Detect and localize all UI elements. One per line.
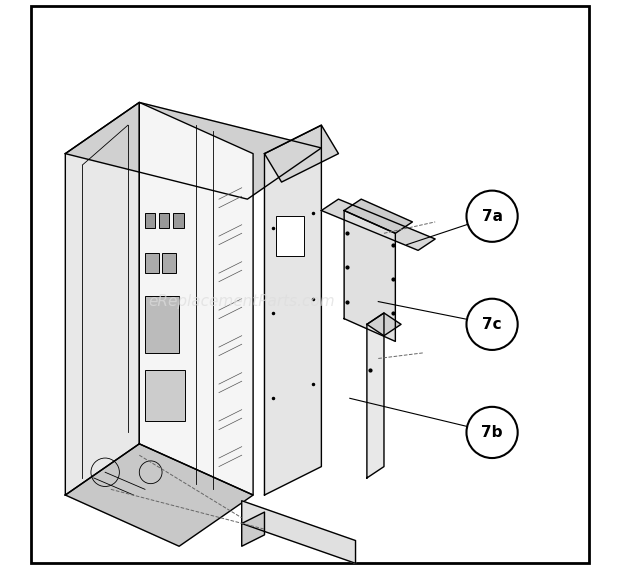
Polygon shape bbox=[265, 125, 339, 182]
Polygon shape bbox=[367, 313, 401, 336]
Polygon shape bbox=[65, 444, 253, 546]
Polygon shape bbox=[344, 199, 412, 233]
Text: 7a: 7a bbox=[482, 209, 503, 224]
Polygon shape bbox=[242, 501, 355, 563]
Polygon shape bbox=[367, 313, 384, 478]
Circle shape bbox=[466, 299, 518, 350]
Bar bbox=[145, 370, 185, 421]
Circle shape bbox=[466, 191, 518, 242]
Bar bbox=[159, 213, 169, 228]
Circle shape bbox=[466, 407, 518, 458]
Polygon shape bbox=[65, 102, 321, 199]
Polygon shape bbox=[65, 102, 140, 495]
Bar bbox=[276, 216, 304, 256]
Text: 7c: 7c bbox=[482, 317, 502, 332]
Polygon shape bbox=[321, 199, 435, 250]
Bar bbox=[145, 296, 179, 353]
Text: 7b: 7b bbox=[481, 425, 503, 440]
Bar bbox=[162, 253, 176, 273]
Polygon shape bbox=[242, 512, 265, 546]
Polygon shape bbox=[344, 211, 396, 341]
Bar bbox=[174, 213, 184, 228]
Polygon shape bbox=[265, 125, 321, 495]
Bar bbox=[145, 213, 155, 228]
Bar bbox=[145, 253, 159, 273]
Polygon shape bbox=[140, 102, 253, 495]
Text: eReplacementParts.com: eReplacementParts.com bbox=[148, 294, 335, 309]
